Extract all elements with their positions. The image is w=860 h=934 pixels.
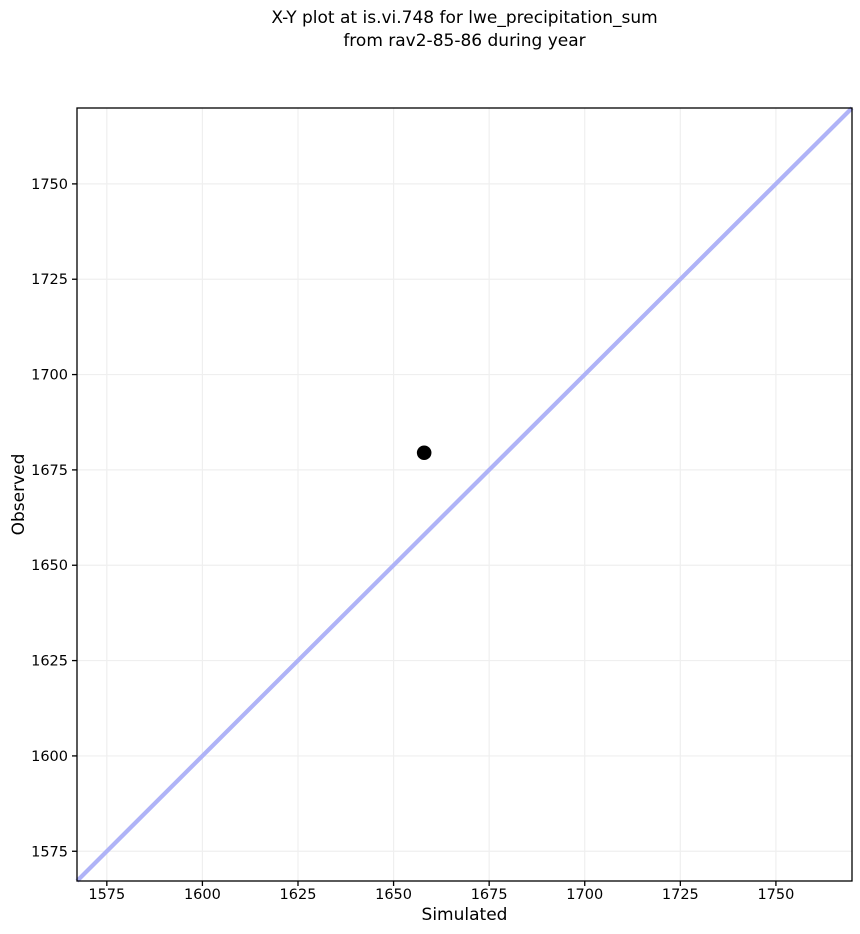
plot-border <box>76 107 853 882</box>
grid-layer <box>77 108 852 881</box>
x-tick-label-1700: 1700 <box>566 887 603 903</box>
axes-layer: 1575 1600 1625 1650 1675 1700 1725 1750 1575 1600… <box>31 107 853 903</box>
y-tick-label-1650: 1650 <box>31 558 68 574</box>
y-tick-label-1575: 1575 <box>31 844 68 860</box>
x-tick-label-1600: 1600 <box>184 887 221 903</box>
x-tick-label-1625: 1625 <box>280 887 317 903</box>
y-tick-label-1700: 1700 <box>31 368 68 384</box>
data-point <box>416 445 432 461</box>
x-tick-label-1675: 1675 <box>471 887 508 903</box>
chart-title: X-Y plot at is.vi.748 for lwe_precipitat… <box>77 7 852 53</box>
x-tick-label-1725: 1725 <box>662 887 699 903</box>
chart-title-line2: from rav2-85-86 during year <box>343 31 586 51</box>
x-tick-label-1650: 1650 <box>375 887 412 903</box>
y-tick-label-1675: 1675 <box>31 463 68 479</box>
y-tick-label-1600: 1600 <box>31 749 68 765</box>
x-tick-label-1750: 1750 <box>757 887 794 903</box>
y-axis-label: Observed <box>9 454 29 536</box>
x-tick-label-1575: 1575 <box>88 887 125 903</box>
y-tick-label-1750: 1750 <box>31 177 68 193</box>
data-layer <box>75 106 854 883</box>
y-tick-label-1725: 1725 <box>31 272 68 288</box>
one-to-one-line <box>75 106 854 883</box>
x-axis-label: Simulated <box>422 905 508 925</box>
chart-title-line1: X-Y plot at is.vi.748 for lwe_precipitat… <box>271 8 658 28</box>
y-tick-label-1625: 1625 <box>31 654 68 670</box>
